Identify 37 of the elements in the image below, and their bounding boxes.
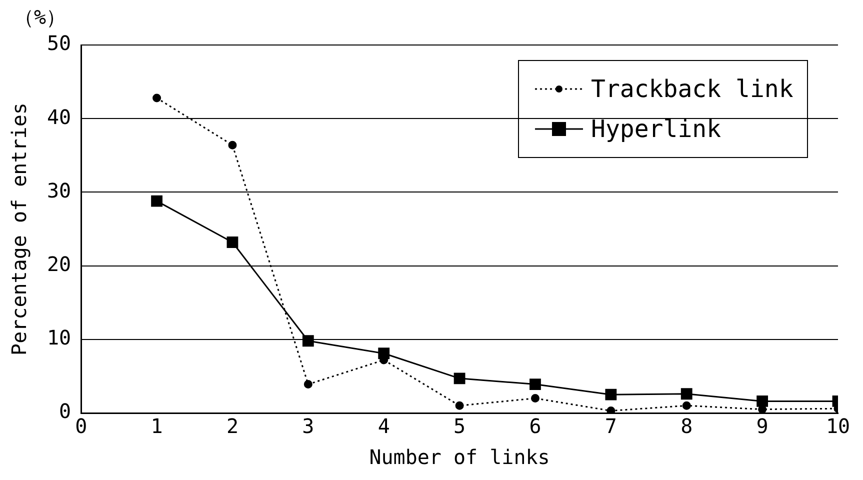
legend-label: Trackback link bbox=[591, 74, 794, 105]
x-tick-label: 6 bbox=[529, 414, 542, 438]
point bbox=[226, 236, 238, 248]
point bbox=[228, 140, 237, 150]
point bbox=[454, 372, 466, 384]
point bbox=[682, 401, 691, 410]
text: （%） bbox=[14, 4, 66, 31]
x-tick-label: 8 bbox=[680, 414, 693, 438]
x-tick-label: 0 bbox=[75, 414, 88, 438]
x-tick-label: 3 bbox=[302, 414, 314, 438]
x-tick-label: 2 bbox=[226, 414, 238, 438]
point bbox=[302, 335, 314, 347]
point bbox=[530, 394, 540, 403]
x-tick-label: 7 bbox=[604, 414, 617, 438]
legend-label: Hyperlink bbox=[591, 114, 722, 145]
y-tick-label: 10 bbox=[46, 326, 72, 350]
y-axis-title: Percentage of entries bbox=[7, 102, 32, 356]
point bbox=[756, 396, 768, 407]
y-tick-label: 30 bbox=[46, 178, 72, 202]
point bbox=[530, 378, 541, 390]
x-tick-label: 9 bbox=[756, 414, 768, 438]
x-tick-label: 10 bbox=[826, 414, 850, 438]
point bbox=[304, 380, 312, 389]
y-tick-label: 20 bbox=[46, 252, 72, 276]
point bbox=[151, 195, 162, 207]
point bbox=[455, 401, 464, 410]
y-tick-label: 40 bbox=[46, 104, 72, 129]
y-tick-label: 50 bbox=[46, 31, 72, 56]
point bbox=[680, 388, 692, 400]
y-tick-label: 0 bbox=[59, 399, 72, 424]
x-tick-label: 4 bbox=[378, 414, 390, 438]
x-tick-label: 5 bbox=[454, 414, 466, 438]
x-tick-label: 1 bbox=[150, 414, 163, 438]
x-axis-title: Number of links bbox=[369, 445, 550, 470]
point bbox=[605, 388, 617, 400]
point bbox=[152, 94, 162, 102]
point bbox=[606, 406, 616, 413]
